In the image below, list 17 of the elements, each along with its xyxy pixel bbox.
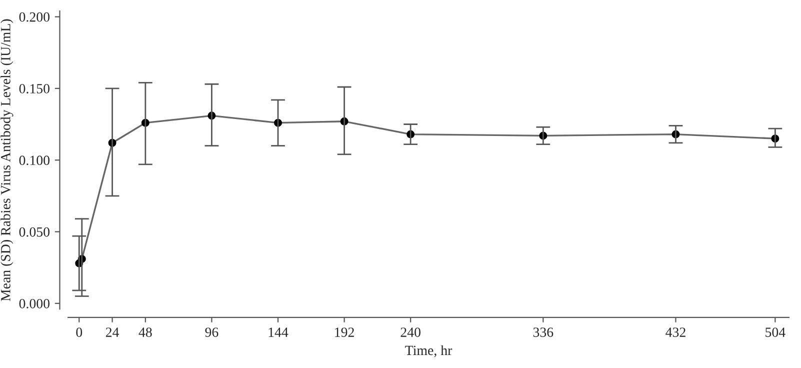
y-tick-label: 0.100	[19, 156, 50, 166]
x-tick-label: 144	[268, 328, 288, 337]
x-tick-label: 240	[400, 328, 420, 337]
y-tick-label: 0.150	[19, 84, 50, 94]
x-tick-label: 432	[666, 328, 686, 337]
x-tick-label: 192	[335, 328, 354, 337]
x-tick-label: 96	[205, 328, 218, 337]
x-axis-title: Time, hr	[405, 345, 452, 358]
y-tick-label: 0.000	[19, 298, 50, 308]
y-tick-label: 0.200	[19, 12, 50, 22]
x-tick-label: 0	[76, 328, 82, 337]
x-tick-label: 336	[533, 328, 554, 337]
x-tick-label: 48	[138, 328, 152, 337]
x-tick-label: 504	[766, 328, 786, 337]
y-axis-title: Mean (SD) Rabies Virus Antibody Levels (IU/mL)	[0, 19, 14, 302]
y-tick-label: 0.050	[19, 227, 50, 237]
x-tick-label: 24	[106, 328, 120, 337]
